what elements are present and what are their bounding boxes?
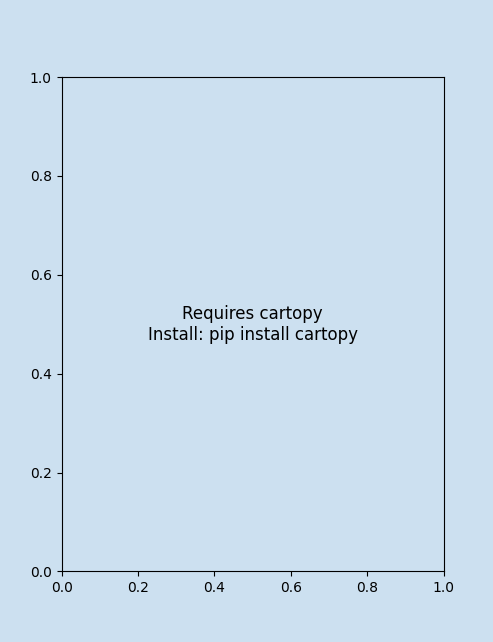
Text: Requires cartopy
Install: pip install cartopy: Requires cartopy Install: pip install ca… [148,305,357,343]
